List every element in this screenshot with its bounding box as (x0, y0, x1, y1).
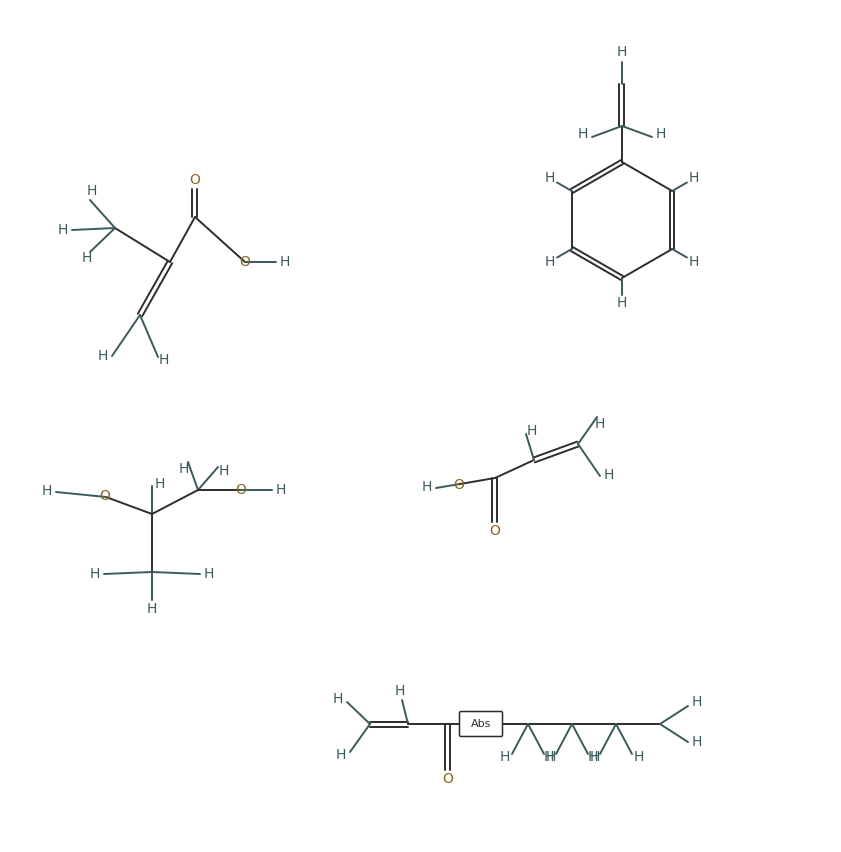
Text: O: O (489, 524, 500, 538)
Text: Abs: Abs (471, 719, 491, 729)
Text: H: H (545, 255, 555, 268)
Text: H: H (147, 602, 157, 616)
Text: H: H (689, 171, 699, 186)
Text: H: H (616, 296, 627, 310)
Text: H: H (394, 684, 405, 698)
Text: H: H (219, 464, 230, 478)
Text: H: H (204, 567, 214, 581)
Text: H: H (546, 750, 556, 764)
Text: H: H (689, 255, 699, 268)
FancyBboxPatch shape (459, 711, 503, 736)
Text: H: H (82, 251, 93, 265)
Text: H: H (588, 750, 598, 764)
Text: H: H (545, 171, 555, 186)
Text: H: H (280, 255, 290, 269)
Text: H: H (578, 127, 588, 141)
Text: H: H (422, 480, 432, 494)
Text: H: H (590, 750, 600, 764)
Text: H: H (276, 483, 286, 497)
Text: H: H (98, 349, 108, 363)
Text: H: H (634, 750, 644, 764)
Text: H: H (336, 748, 346, 762)
Text: H: H (526, 424, 537, 438)
Text: O: O (453, 478, 464, 492)
Text: O: O (189, 173, 200, 187)
Text: H: H (58, 223, 68, 237)
Text: H: H (692, 735, 702, 749)
Text: H: H (333, 692, 343, 706)
Text: H: H (90, 567, 100, 581)
Text: H: H (656, 127, 666, 141)
Text: H: H (595, 417, 606, 431)
Text: O: O (442, 772, 453, 786)
Text: H: H (692, 695, 702, 709)
Text: H: H (604, 468, 614, 482)
Text: H: H (87, 184, 98, 198)
Text: H: H (179, 462, 189, 476)
Text: H: H (500, 750, 510, 764)
Text: O: O (99, 489, 110, 503)
Text: O: O (235, 483, 246, 497)
Text: H: H (155, 477, 165, 491)
Text: H: H (159, 353, 169, 367)
Text: H: H (616, 45, 627, 59)
Text: O: O (240, 255, 251, 269)
Text: H: H (42, 484, 52, 498)
Text: H: H (544, 750, 554, 764)
